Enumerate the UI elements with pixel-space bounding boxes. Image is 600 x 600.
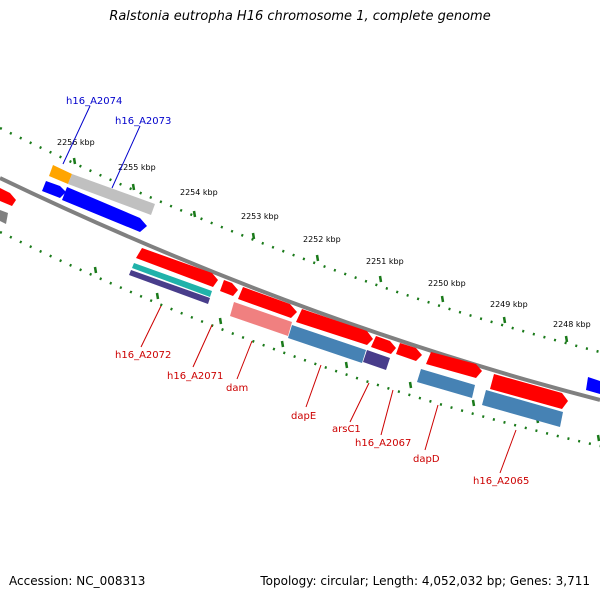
gene-label: h16_A2072: [115, 350, 171, 361]
gene-arrow[interactable]: [426, 352, 482, 378]
tick-mark: [564, 335, 569, 343]
gene-arrow[interactable]: [42, 181, 66, 198]
gene-label: dam: [226, 383, 248, 394]
tick-mark: [218, 317, 223, 325]
gene-arrow[interactable]: [288, 325, 366, 363]
gene-arrow[interactable]: [129, 270, 210, 304]
tick-mark: [408, 381, 413, 389]
leader-line: [499, 429, 517, 474]
label-lines-bottom: [140, 305, 517, 474]
gene-arrow[interactable]: [0, 210, 8, 224]
tick-mark: [344, 361, 349, 369]
tick-mark: [502, 316, 507, 324]
inner-ticks: [93, 266, 600, 442]
leader-line: [236, 340, 253, 380]
leader-line: [140, 305, 162, 348]
tick-label: 2255 kbp: [118, 163, 156, 172]
gene-arrow[interactable]: [363, 350, 390, 370]
leader-line: [380, 389, 394, 436]
tick-label: 2254 kbp: [180, 188, 218, 197]
gene-arrow[interactable]: [0, 188, 16, 206]
gene-arrow[interactable]: [371, 336, 396, 354]
tick-label: 2252 kbp: [303, 235, 341, 244]
tick-mark: [471, 399, 476, 407]
tick-mark: [155, 292, 160, 300]
gene-arrow[interactable]: [417, 369, 475, 398]
tick-mark: [192, 210, 197, 218]
accession-text: Accession: NC_008313: [9, 574, 146, 588]
tick-mark: [315, 254, 320, 262]
gene-arrow[interactable]: [136, 248, 218, 287]
tick-label: 2251 kbp: [366, 257, 404, 266]
gene-arrow[interactable]: [482, 390, 563, 427]
gene-arrow[interactable]: [132, 263, 212, 297]
gene-arrow[interactable]: [238, 287, 297, 318]
gene-arrow[interactable]: [62, 187, 147, 232]
leader-line: [62, 105, 91, 165]
inner-scale-ring: [0, 230, 600, 448]
gene-label: h16_A2071: [167, 371, 223, 382]
tick-mark: [72, 157, 77, 165]
tick-label: 2248 kbp: [553, 320, 591, 329]
gene-arrow[interactable]: [396, 343, 422, 361]
leader-line: [424, 404, 439, 451]
genome-backbone: [0, 176, 600, 402]
tick-mark: [280, 340, 285, 348]
outer-ticks: [72, 157, 569, 343]
tick-label: 2253 kbp: [241, 212, 279, 221]
gene-label: h16_A2065: [473, 476, 529, 487]
gene-arrow[interactable]: [586, 377, 600, 394]
topology-text: Topology: circular; Length: 4,052,032 bp…: [260, 574, 590, 588]
gene-label: dapE: [291, 411, 316, 422]
gene-arrow[interactable]: [490, 374, 568, 409]
tick-label: 2249 kbp: [490, 300, 528, 309]
leader-line: [111, 125, 141, 189]
gene-label: h16_A2073: [115, 116, 171, 127]
gene-label: h16_A2074: [66, 96, 122, 107]
gene-arrow[interactable]: [220, 280, 238, 296]
leader-line: [192, 324, 213, 368]
tick-label: 2250 kbp: [428, 279, 466, 288]
tick-mark: [131, 183, 136, 191]
gene-arrow[interactable]: [68, 174, 155, 215]
leader-line: [349, 382, 370, 423]
gene-arrow[interactable]: [296, 309, 373, 345]
gene-label: h16_A2067: [355, 438, 411, 449]
tick-mark: [378, 275, 383, 283]
tick-label: 2256 kbp: [57, 138, 95, 147]
tick-mark: [93, 266, 98, 274]
gene-arrow[interactable]: [230, 302, 292, 336]
gene-arrow[interactable]: [49, 165, 72, 184]
tick-mark: [440, 295, 445, 303]
tick-mark: [596, 434, 600, 442]
map-title: Ralstonia eutropha H16 chromosome 1, com…: [109, 9, 491, 24]
gene-label: dapD: [413, 454, 440, 465]
gene-label: arsC1: [332, 424, 361, 435]
label-lines-top: [62, 105, 141, 189]
tick-mark: [251, 232, 256, 240]
leader-line: [305, 364, 322, 408]
